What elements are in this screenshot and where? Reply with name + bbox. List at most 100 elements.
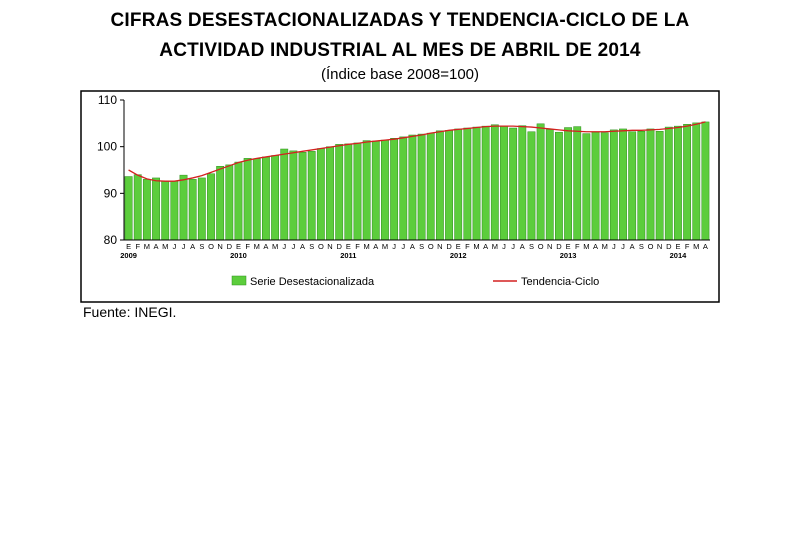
- x-tick-label: E: [236, 242, 241, 251]
- bar: [280, 148, 289, 241]
- x-tick-label: E: [675, 242, 680, 251]
- x-tick-label: D: [227, 242, 233, 251]
- x-tick-label: J: [392, 242, 396, 251]
- x-tick-label: M: [272, 242, 278, 251]
- bar: [472, 126, 481, 241]
- bar: [326, 146, 334, 241]
- x-tick-label: N: [547, 242, 552, 251]
- bar: [545, 129, 554, 241]
- x-tick-label: O: [538, 242, 544, 251]
- x-tick-label: A: [703, 242, 708, 251]
- bar: [426, 132, 435, 241]
- x-tick-label: F: [575, 242, 580, 251]
- x-tick-label: F: [685, 242, 690, 251]
- bar: [435, 130, 444, 241]
- x-year-label: 2013: [560, 251, 577, 260]
- x-year-label: 2014: [670, 251, 688, 260]
- x-tick-label: O: [208, 242, 214, 251]
- bar: [481, 125, 490, 241]
- x-tick-label: S: [309, 242, 314, 251]
- bar: [362, 140, 371, 241]
- x-tick-label: D: [336, 242, 342, 251]
- bar: [307, 151, 316, 241]
- x-tick-label: A: [520, 242, 525, 251]
- x-tick-label: E: [126, 242, 131, 251]
- bar: [344, 143, 353, 241]
- bar: [619, 128, 627, 241]
- bar: [527, 131, 536, 241]
- bar: [152, 177, 160, 241]
- x-tick-label: D: [556, 242, 562, 251]
- x-tick-label: J: [621, 242, 625, 251]
- x-tick-label: J: [502, 242, 506, 251]
- bar: [518, 125, 527, 241]
- x-tick-label: O: [318, 242, 324, 251]
- x-tick-label: S: [639, 242, 644, 251]
- x-tick-label: J: [172, 242, 176, 251]
- bar: [271, 155, 279, 241]
- x-tick-label: A: [630, 242, 635, 251]
- x-tick-label: F: [245, 242, 250, 251]
- trend-line: [128, 121, 706, 182]
- bar: [298, 152, 307, 241]
- chart-title-line1: CIFRAS DESESTACIONALIZADAS Y TENDENCIA-C…: [110, 10, 690, 31]
- bar: [142, 179, 151, 241]
- chart-title-line2: ACTIVIDAD INDUSTRIAL AL MES DE ABRIL DE …: [159, 40, 641, 61]
- x-tick-label: A: [483, 242, 488, 251]
- x-year-label: 2009: [120, 251, 137, 260]
- bar: [225, 164, 234, 241]
- x-tick-label: M: [254, 242, 260, 251]
- bar: [197, 177, 206, 241]
- bar: [216, 166, 225, 241]
- x-tick-label: A: [190, 242, 195, 251]
- bar: [124, 176, 133, 241]
- bar: [674, 125, 682, 241]
- bar: [701, 121, 710, 241]
- bar: [207, 173, 215, 241]
- bar: [555, 131, 563, 241]
- x-tick-label: N: [217, 242, 222, 251]
- x-tick-label: E: [566, 242, 571, 251]
- x-tick-label: O: [648, 242, 654, 251]
- bar: [509, 127, 518, 241]
- x-year-label: 2011: [340, 251, 356, 260]
- bar: [600, 132, 609, 241]
- bar: [133, 174, 142, 241]
- x-tick-label: A: [373, 242, 378, 251]
- bar: [188, 179, 197, 241]
- y-tick-label: 110: [98, 93, 117, 107]
- legend-label-trend: Tendencia-Ciclo: [521, 276, 599, 288]
- bar: [243, 158, 252, 241]
- bar: [582, 133, 591, 241]
- legend-label-bars: Serie Desestacionalizada: [250, 276, 375, 288]
- bar: [335, 144, 344, 241]
- x-tick-label: E: [456, 242, 461, 251]
- x-tick-label: F: [465, 242, 470, 251]
- bar: [628, 131, 637, 241]
- x-tick-label: M: [364, 242, 370, 251]
- bar: [289, 150, 298, 241]
- bar: [381, 139, 389, 241]
- x-tick-label: A: [300, 242, 305, 251]
- bar: [234, 161, 243, 241]
- bar: [179, 174, 188, 241]
- x-tick-label: M: [382, 242, 388, 251]
- bar: [655, 131, 664, 241]
- x-tick-label: J: [511, 242, 515, 251]
- x-tick-label: M: [473, 242, 479, 251]
- bar: [490, 124, 499, 241]
- chart-subtitle: (Índice base 2008=100): [320, 66, 480, 83]
- x-tick-label: M: [693, 242, 699, 251]
- x-tick-label: S: [199, 242, 204, 251]
- bar: [316, 148, 325, 241]
- x-tick-label: D: [666, 242, 672, 251]
- bar: [609, 129, 618, 241]
- bar: [683, 124, 692, 241]
- bar: [692, 122, 701, 241]
- y-tick-label: 100: [97, 140, 117, 154]
- bar: [591, 131, 600, 241]
- x-tick-label: M: [144, 242, 150, 251]
- x-tick-label: M: [583, 242, 589, 251]
- bar: [353, 142, 362, 241]
